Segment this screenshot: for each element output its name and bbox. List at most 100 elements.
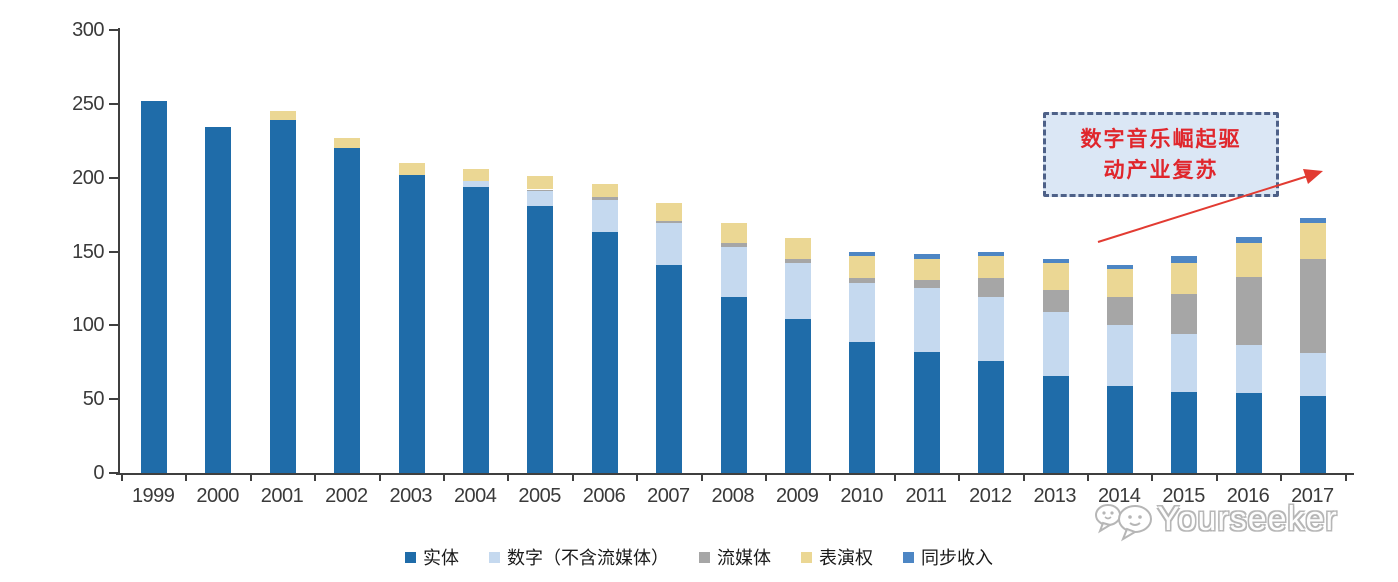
x-tick-label: 2007 <box>647 485 690 507</box>
y-tick-label: 0 <box>93 462 104 484</box>
x-tick-label: 2004 <box>453 485 497 507</box>
watermark-text: Yourseeker <box>1157 499 1338 538</box>
bar-segment-series2 <box>785 258 811 264</box>
bar-segment-series0 <box>913 351 940 473</box>
y-tick-label: 300 <box>72 19 104 41</box>
bar-segment-series3 <box>720 223 747 243</box>
x-tick-label: 2017 <box>1291 485 1334 507</box>
x-tick-mark <box>378 474 381 481</box>
x-tick-mark <box>1280 474 1283 481</box>
x-tick-label: 2000 <box>196 485 239 507</box>
x-tick-mark <box>636 474 639 481</box>
bar-segment-series0 <box>1171 391 1198 473</box>
y-tick-mark <box>109 398 118 401</box>
y-axis-line <box>118 28 120 475</box>
bar-segment-series1 <box>591 199 618 233</box>
bar-segment-series0 <box>205 127 232 473</box>
x-tick-mark <box>121 474 123 481</box>
bar-segment-series1 <box>1042 312 1069 376</box>
bar-segment-series1 <box>1107 325 1133 386</box>
y-tick-mark <box>109 250 118 253</box>
x-tick-mark <box>1151 474 1154 481</box>
bar-segment-series4 <box>1042 258 1069 264</box>
y-tick-label: 100 <box>72 314 104 337</box>
bar-segment-series0 <box>1042 375 1069 473</box>
bar-segment-series1 <box>849 282 876 342</box>
x-tick-mark <box>185 474 188 481</box>
bar-segment-series1 <box>656 223 683 265</box>
x-tick-label: 2010 <box>840 485 883 507</box>
bar-segment-series1 <box>1235 344 1262 394</box>
bar-segment-series3 <box>269 111 296 121</box>
x-tick-label: 2001 <box>260 485 304 507</box>
y-tick-mark <box>109 176 118 179</box>
x-tick-label: 1999 <box>131 485 175 507</box>
x-tick-label: 2012 <box>969 485 1012 507</box>
x-tick-mark <box>1215 474 1218 481</box>
x-tick-label: 2003 <box>389 485 433 507</box>
bar-segment-series1 <box>785 263 811 320</box>
x-tick-mark <box>765 474 767 481</box>
x-tick-mark <box>314 474 317 481</box>
legend-item-series3: 表演权 <box>801 544 873 570</box>
bar-segment-series0 <box>269 120 296 473</box>
bar-segment-series3 <box>978 255 1005 279</box>
legend-swatch-icon <box>801 551 812 563</box>
bar-segment-series3 <box>334 137 361 149</box>
x-tick-label: 2002 <box>325 485 368 507</box>
bar-segment-series1 <box>978 297 1005 361</box>
x-tick-label: 2015 <box>1162 485 1205 507</box>
annotation-text-line2: 动产业复苏 <box>1103 157 1219 182</box>
bar-segment-series0 <box>398 174 425 473</box>
legend-label: 表演权 <box>819 548 873 568</box>
bar-segment-series0 <box>1107 385 1133 473</box>
bar-segment-series4 <box>1171 255 1198 264</box>
bar-segment-series3 <box>463 168 489 181</box>
legend-label: 实体 <box>423 548 459 568</box>
bar-segment-series3 <box>656 202 683 221</box>
x-tick-label: 2011 <box>905 485 947 507</box>
bar-segment-series3 <box>1107 269 1133 298</box>
bar-segment-series0 <box>527 205 554 473</box>
bar-segment-series1 <box>1300 353 1327 397</box>
bar-segment-series2 <box>1300 258 1327 354</box>
legend-label: 数字（不含流媒体） <box>507 548 669 568</box>
legend-item-series4: 同步收入 <box>903 544 993 570</box>
bar-segment-series3 <box>398 162 425 175</box>
bar-segment-series4 <box>1300 217 1327 224</box>
bar-segment-series4 <box>978 251 1005 256</box>
bar-segment-series3 <box>591 183 618 197</box>
bar-segment-series1 <box>913 288 940 352</box>
watermark: Yourseeker <box>1093 495 1338 543</box>
bar-segment-series0 <box>1235 393 1262 473</box>
x-tick-mark <box>829 474 832 481</box>
bar-segment-series3 <box>1235 242 1262 277</box>
bar-segment-series0 <box>591 232 618 473</box>
y-tick-label: 50 <box>82 388 105 411</box>
bar-segment-series0 <box>1300 396 1327 473</box>
x-tick-mark <box>507 474 510 481</box>
x-tick-mark <box>958 474 961 481</box>
x-tick-mark <box>443 474 445 481</box>
legend-label: 流媒体 <box>717 548 771 568</box>
x-tick-mark <box>1087 474 1089 481</box>
legend-swatch-icon <box>489 551 500 563</box>
annotation-callout: 数字音乐崛起驱 动产业复苏 <box>1043 112 1279 197</box>
bar-segment-series0 <box>785 319 811 473</box>
x-tick-label: 2006 <box>582 485 626 507</box>
bar-segment-series3 <box>849 255 876 279</box>
bar-segment-series0 <box>978 360 1005 473</box>
bar-segment-series4 <box>1235 236 1262 243</box>
legend-item-series1: 数字（不含流媒体） <box>489 544 669 570</box>
bar-segment-series4 <box>1107 264 1133 270</box>
x-tick-mark <box>893 474 896 481</box>
legend-item-series0: 实体 <box>405 544 459 570</box>
legend-swatch-icon <box>405 551 416 563</box>
bar-segment-series2 <box>720 242 747 248</box>
legend-swatch-icon <box>699 551 710 563</box>
y-tick-label: 200 <box>72 166 104 189</box>
bar-segment-series3 <box>1042 263 1069 290</box>
x-tick-mark <box>571 474 574 481</box>
bar-segment-series3 <box>1171 263 1198 295</box>
legend-label: 同步收入 <box>921 548 993 568</box>
